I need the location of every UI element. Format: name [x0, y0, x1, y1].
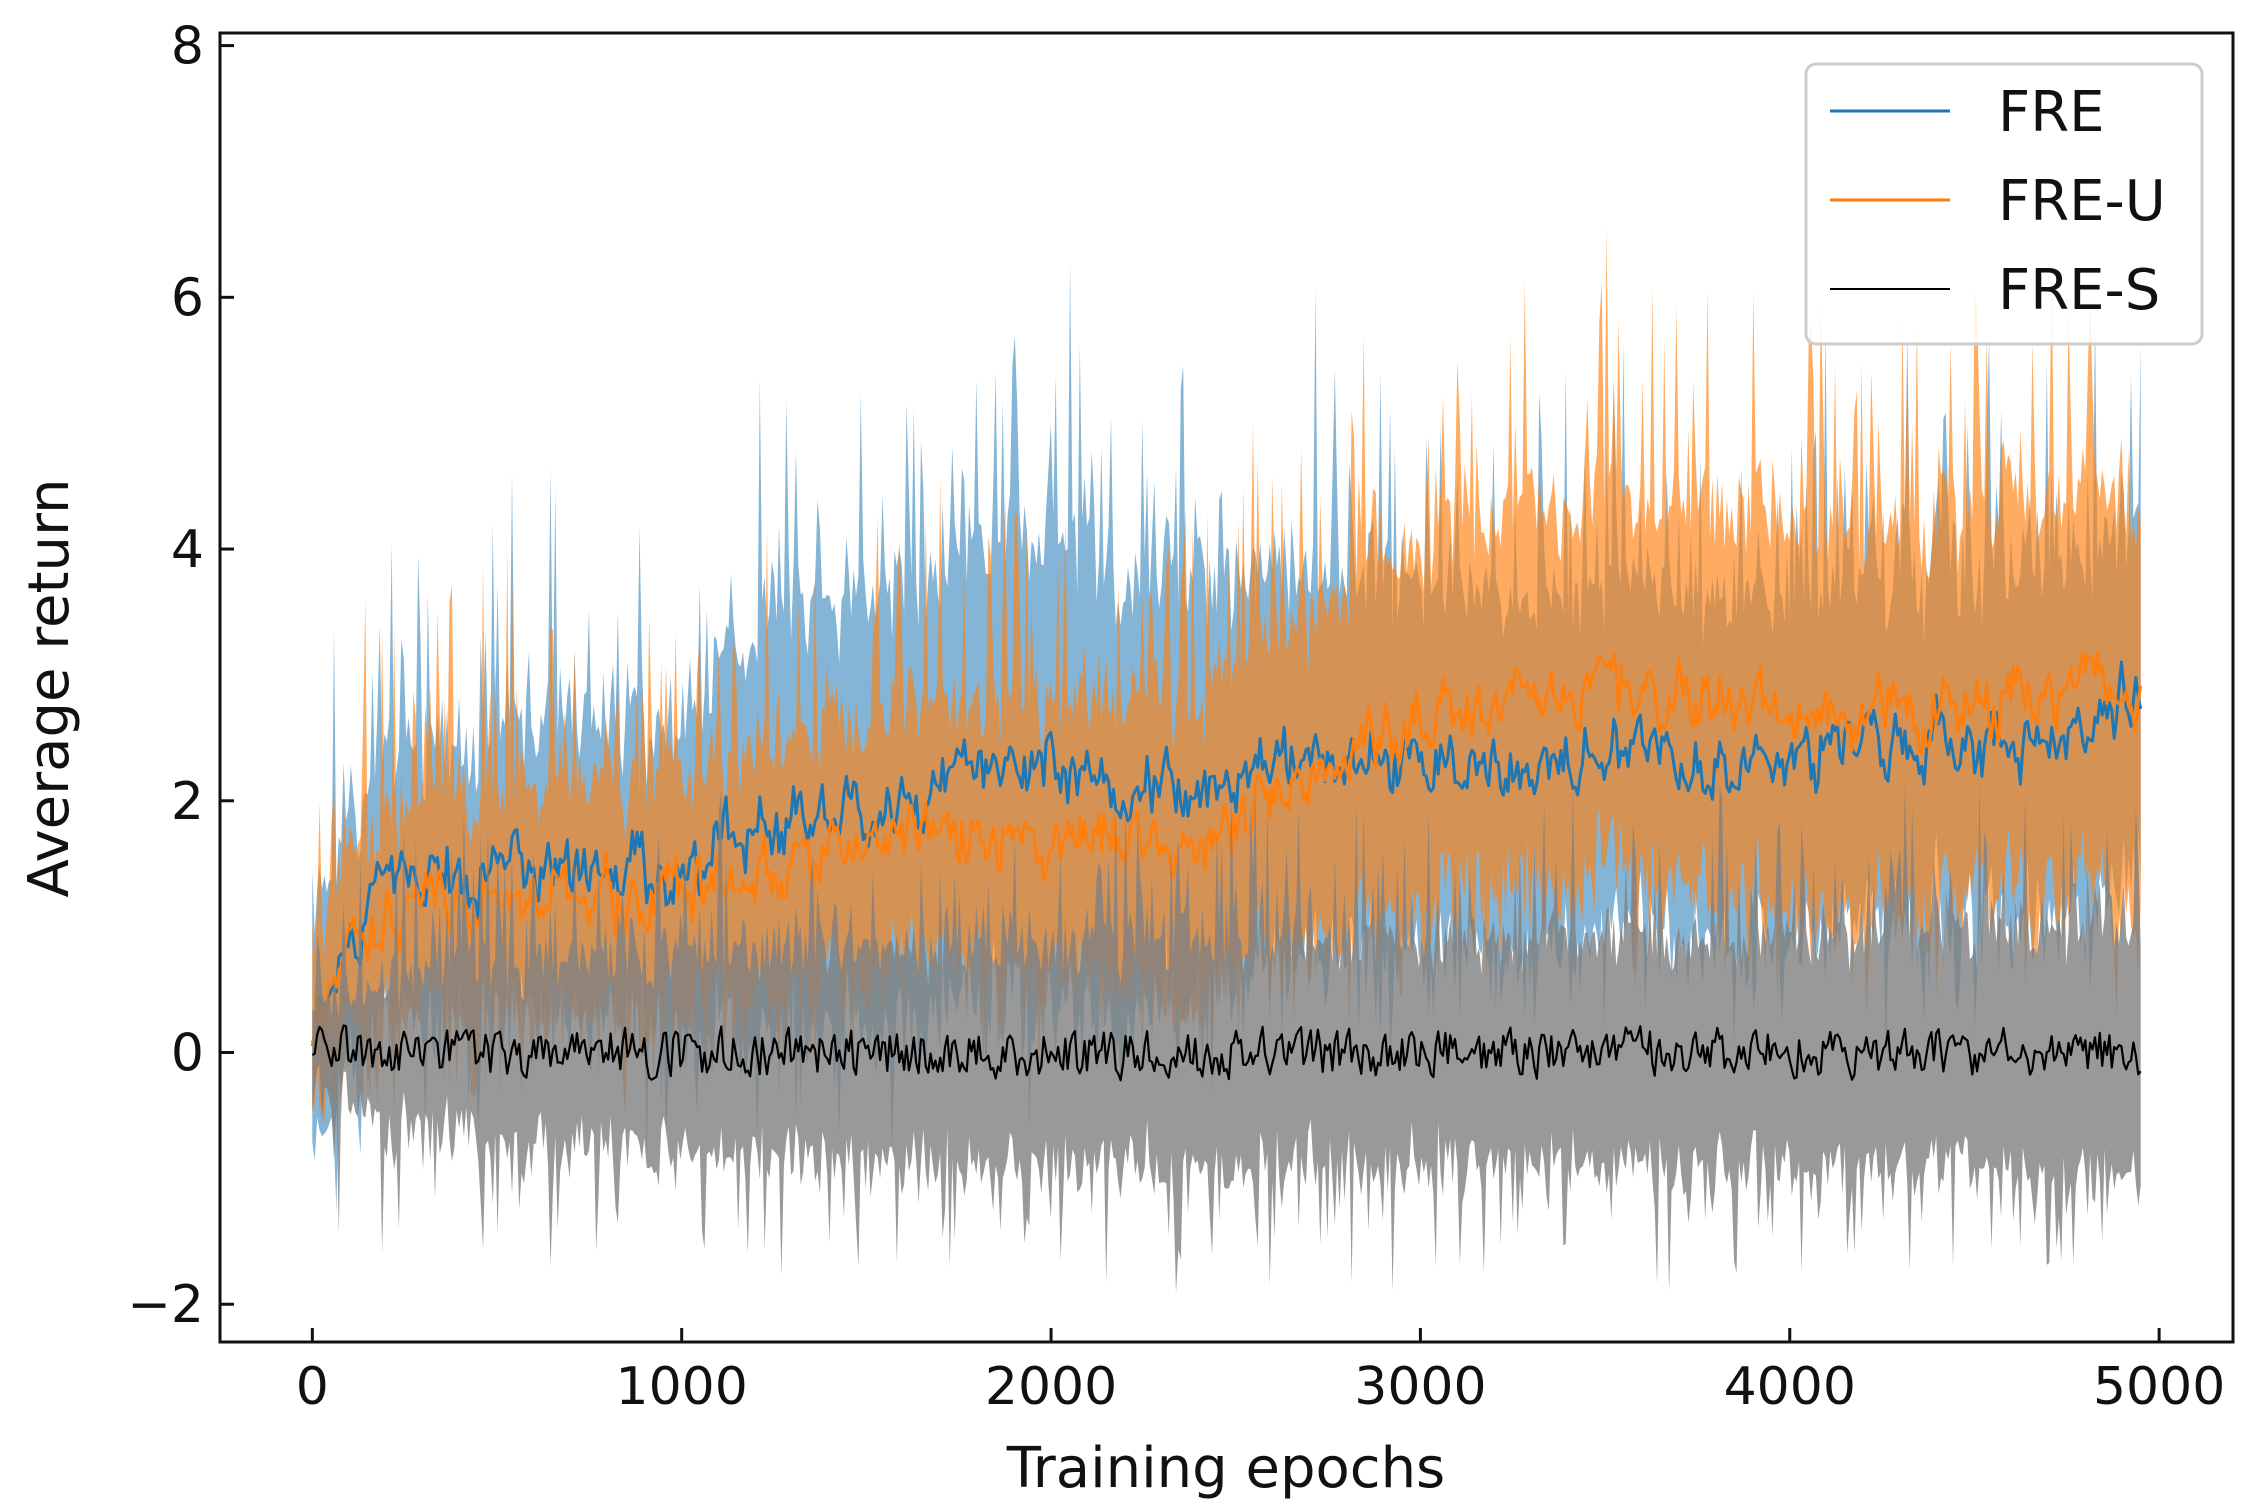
line-fre	[310, 660, 2143, 1048]
x-axis-label: Training epochs	[1006, 1436, 1445, 1501]
legend: FRE FRE-U FRE-S	[1804, 62, 2204, 346]
plot-frame	[218, 31, 2235, 1344]
x-tick-label: 1000	[616, 1357, 748, 1417]
y-tick-label: 8	[171, 17, 204, 77]
y-tick-label: 0	[171, 1024, 204, 1084]
x-tick-label: 3000	[1354, 1357, 1486, 1417]
x-tick-label: 5000	[2093, 1357, 2225, 1417]
legend-label-fre-u: FRE-U	[1998, 169, 2166, 234]
band-fre-u	[312, 225, 2141, 1125]
series-lines	[310, 649, 2143, 1294]
y-tick-label: −2	[127, 1275, 204, 1335]
legend-label-fre-s: FRE-S	[1998, 258, 2160, 323]
x-tick-label: 2000	[985, 1357, 1117, 1417]
y-tick-label: 6	[171, 268, 204, 328]
band-fre-s	[312, 781, 2141, 1294]
line-fre-u	[310, 649, 2143, 1047]
y-tick-label: 2	[171, 772, 204, 832]
y-tick-label: 4	[171, 520, 204, 580]
x-axis-ticks: 0 1000 2000 3000 4000 5000	[296, 1328, 2225, 1417]
line-fre-s	[311, 1024, 2142, 1082]
y-axis-ticks: −2 0 2 4 6 8	[127, 17, 234, 1335]
legend-label-fre: FRE	[1998, 80, 2105, 145]
y-axis-label: Average return	[17, 479, 82, 898]
legend-frame	[1804, 62, 2204, 346]
x-tick-label: 0	[296, 1357, 329, 1417]
x-tick-label: 4000	[1724, 1357, 1856, 1417]
